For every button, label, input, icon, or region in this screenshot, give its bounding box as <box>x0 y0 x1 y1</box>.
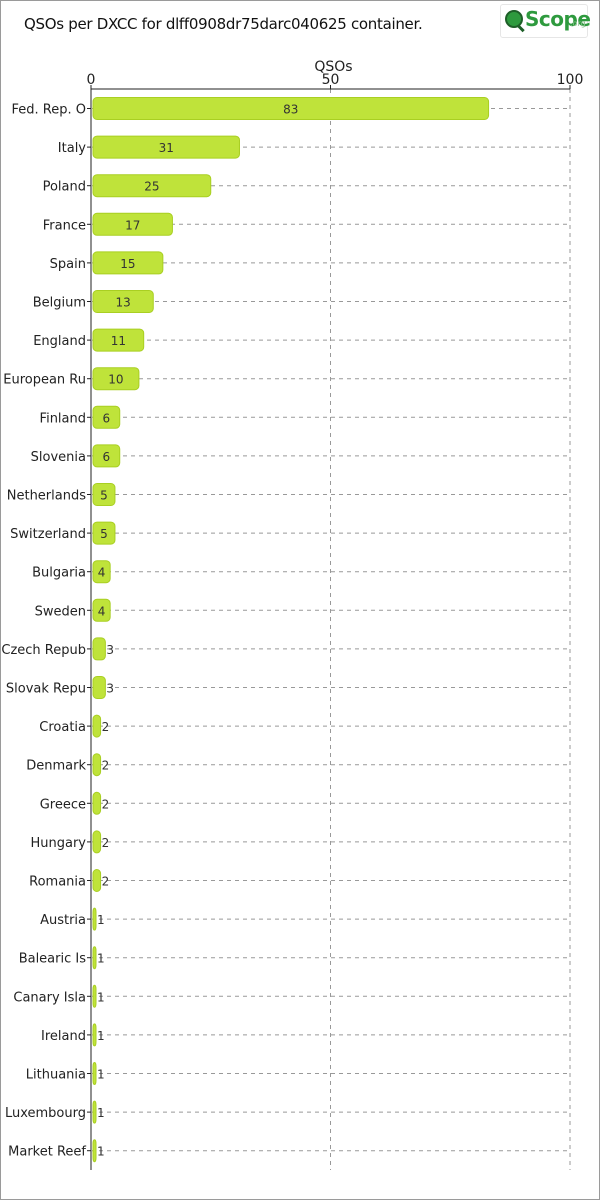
category-label: Slovak Repu <box>6 682 86 697</box>
value-label: 6 <box>103 411 111 425</box>
category-label: Switzerland <box>10 527 86 542</box>
value-label: 17 <box>125 218 140 232</box>
value-label: 83 <box>283 103 298 117</box>
value-label: 1 <box>97 1029 105 1043</box>
value-label: 25 <box>144 180 159 194</box>
category-label: Czech Repub <box>1 643 86 658</box>
value-label: 2 <box>102 875 110 889</box>
x-axis-title: QSOs <box>314 59 352 75</box>
bar <box>92 984 97 1008</box>
value-label: 11 <box>111 334 126 348</box>
bar <box>92 714 102 738</box>
category-label: Canary Isla <box>13 990 86 1005</box>
category-label: Slovenia <box>31 450 86 465</box>
bar <box>92 135 240 159</box>
value-label: 1 <box>97 913 105 927</box>
bar <box>92 521 116 545</box>
category-label: Croatia <box>39 720 86 735</box>
bar <box>92 1139 97 1163</box>
category-label: France <box>43 218 86 233</box>
value-label: 2 <box>102 720 110 734</box>
category-label: Greece <box>40 797 86 812</box>
category-label: Luxembourg <box>5 1106 86 1121</box>
value-label: 3 <box>106 643 114 657</box>
category-label: Ireland <box>41 1029 86 1044</box>
bar <box>92 637 106 661</box>
category-label: England <box>33 334 86 349</box>
qscope-logo: Scope .org <box>500 4 591 38</box>
bar <box>92 869 102 892</box>
value-label: 2 <box>102 836 110 850</box>
bar <box>92 483 116 506</box>
category-label: Romania <box>29 875 86 890</box>
bar <box>92 367 140 391</box>
category-label: European Ru <box>3 373 86 388</box>
value-label: 1 <box>97 1145 105 1159</box>
category-label: Netherlands <box>7 489 86 504</box>
value-label: 2 <box>102 759 110 773</box>
category-label: Italy <box>58 141 87 156</box>
category-label: Spain <box>50 257 86 272</box>
bar <box>92 1062 97 1085</box>
bar <box>92 791 102 815</box>
category-label: Sweden <box>35 604 86 619</box>
category-label: Hungary <box>30 836 86 851</box>
bar <box>92 907 97 931</box>
value-label: 10 <box>108 373 123 387</box>
bar <box>92 1023 97 1047</box>
category-label: Bulgaria <box>32 566 86 581</box>
value-label: 15 <box>120 257 135 271</box>
value-label: 2 <box>102 797 110 811</box>
magnifier-icon <box>505 10 523 28</box>
bar <box>92 444 121 468</box>
bar <box>92 753 102 777</box>
bar <box>92 97 490 120</box>
bar <box>92 405 121 429</box>
category-label: Poland <box>43 180 86 195</box>
bar <box>92 251 164 275</box>
bar <box>92 174 212 198</box>
category-label: Belgium <box>33 296 86 311</box>
value-label: 1 <box>97 990 105 1004</box>
category-label: Denmark <box>26 759 86 774</box>
value-label: 5 <box>100 527 108 541</box>
logo-tld: .org <box>570 19 586 28</box>
value-label: 31 <box>159 141 174 155</box>
x-tick-label: 0 <box>87 72 96 88</box>
logo-text: Scope <box>525 7 591 31</box>
value-label: 4 <box>98 566 106 580</box>
x-tick-label: 100 <box>557 72 584 88</box>
bar <box>92 1100 97 1124</box>
category-label: Balearic Is <box>19 952 87 967</box>
bar <box>92 212 173 236</box>
value-label: 1 <box>97 952 105 966</box>
value-label: 3 <box>106 682 114 696</box>
value-label: 5 <box>100 489 108 503</box>
x-tick-label: 50 <box>322 72 340 88</box>
value-label: 13 <box>115 296 130 310</box>
bar <box>92 676 106 699</box>
chart-title: QSOs per DXCC for dlff0908dr75darc040625… <box>24 15 423 33</box>
bar <box>92 560 111 584</box>
category-label: Market Reef <box>8 1145 86 1160</box>
value-label: 1 <box>97 1068 105 1082</box>
category-label: Lithuania <box>26 1068 86 1083</box>
value-label: 1 <box>97 1106 105 1120</box>
bar <box>92 946 97 970</box>
bar <box>92 328 145 352</box>
bar <box>92 830 102 854</box>
value-label: 4 <box>98 604 106 618</box>
category-label: Fed. Rep. O <box>12 103 86 118</box>
bar <box>92 598 111 622</box>
value-label: 6 <box>103 450 111 464</box>
category-label: Finland <box>40 411 86 426</box>
category-label: Austria <box>40 913 86 928</box>
bar <box>92 290 154 313</box>
